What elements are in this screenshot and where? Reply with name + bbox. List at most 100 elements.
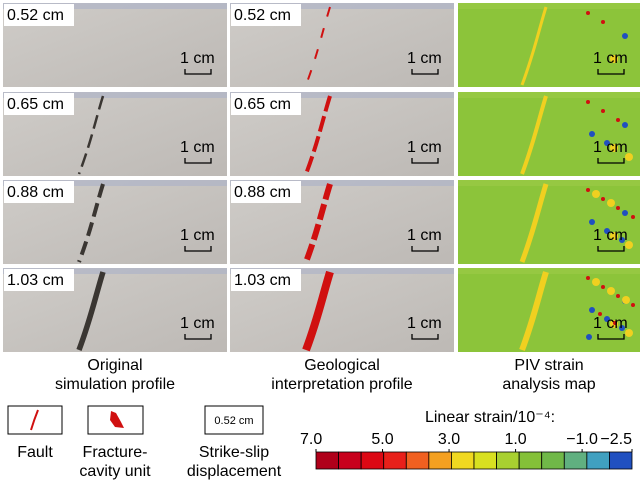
scale-bar-label: 1 cm — [180, 227, 215, 244]
panel: 0.88 cm 1 cm — [3, 180, 227, 264]
strain-spot — [619, 325, 625, 331]
scale-bar-label: 1 cm — [180, 50, 215, 67]
strain-spot — [586, 334, 592, 340]
strain-spot — [610, 232, 618, 240]
panel-image — [458, 180, 640, 264]
strain-spot — [586, 11, 590, 15]
colorbar-segment — [405, 451, 430, 470]
strain-spot — [604, 140, 610, 146]
colorbar-tick-label: −2.5 — [600, 431, 632, 448]
colorbar-segment — [473, 451, 497, 470]
column-caption: simulation profile — [55, 376, 175, 393]
legend-box — [204, 405, 264, 435]
scale-bar — [184, 69, 212, 75]
strain-spot — [631, 215, 635, 219]
fault-trace — [303, 183, 333, 264]
strain-spot — [607, 199, 615, 207]
strain-spot — [589, 131, 595, 137]
strain-band — [520, 95, 548, 175]
panel-image — [458, 3, 640, 87]
panel-top-tint — [230, 268, 454, 274]
panel-image — [458, 268, 640, 352]
scale-bar-label: 1 cm — [593, 139, 628, 156]
panel-top-tint — [458, 92, 640, 98]
panel: 0.88 cm 1 cm — [230, 180, 454, 264]
scale-bar-label: 1 cm — [180, 139, 215, 156]
strain-spot — [622, 210, 628, 216]
strain-spot — [604, 228, 610, 234]
column-caption: PIV strain — [514, 357, 583, 374]
label-bg — [4, 181, 74, 203]
scale-bar — [411, 246, 439, 252]
displacement-label: 0.52 cm — [234, 7, 291, 24]
panel-top-tint — [3, 268, 227, 274]
colorbar-tick-label: −1.0 — [566, 431, 598, 448]
colorbar-segment — [518, 451, 543, 470]
strain-spot — [610, 144, 618, 152]
legend-label: displacement — [187, 463, 282, 480]
strain-spot — [625, 241, 633, 249]
strain-spot — [613, 321, 617, 325]
crack — [77, 183, 105, 263]
colorbar-tick-label: 3.0 — [438, 431, 460, 448]
panel-top-tint — [230, 3, 454, 9]
strain-spot — [586, 188, 590, 192]
colorbar-title: Linear strain/10⁻⁴: — [425, 409, 555, 426]
strain-spot — [601, 20, 605, 24]
legend-label: Strike-slip — [199, 444, 269, 461]
colorbar-segment — [451, 451, 475, 470]
fault-trace — [305, 6, 331, 86]
panel: 1 cm — [458, 3, 640, 87]
legend-label: cavity unit — [79, 463, 151, 480]
panel-image — [458, 92, 640, 176]
strain-spot — [610, 55, 618, 63]
strain-spot — [589, 307, 595, 313]
label-bg — [231, 93, 301, 115]
colorbar-segment — [586, 451, 610, 470]
scale-bar-label: 1 cm — [593, 315, 628, 332]
strain-spot — [607, 287, 615, 295]
strain-spot — [622, 296, 630, 304]
displacement-label: 0.88 cm — [234, 184, 291, 201]
strain-band — [519, 271, 549, 352]
strain-spot — [616, 294, 620, 298]
fault-trace — [302, 270, 334, 352]
colorbar-segment — [383, 451, 407, 470]
colorbar-segment — [609, 451, 633, 470]
panel-top-tint — [230, 180, 454, 186]
strain-spot — [631, 303, 635, 307]
scale-bar-label: 1 cm — [407, 315, 442, 332]
strain-band — [519, 183, 549, 263]
legend-label: Fault — [17, 444, 53, 461]
panel: 0.52 cm 1 cm — [230, 3, 454, 87]
displacement-label: 0.88 cm — [7, 184, 64, 201]
label-bg — [231, 181, 301, 203]
displacement-label: 1.03 cm — [7, 272, 64, 289]
scale-bar — [184, 334, 212, 340]
scale-bar — [597, 334, 625, 340]
strain-spot — [586, 100, 590, 104]
panel-top-tint — [458, 3, 640, 9]
label-bg — [4, 93, 74, 115]
colorbar-tick-label: 7.0 — [300, 431, 322, 448]
fault-icon — [30, 409, 39, 431]
column-caption: Geological — [304, 357, 380, 374]
strain-spot — [604, 316, 610, 322]
panel: 0.52 cm 1 cm — [3, 3, 227, 87]
strain-spot — [619, 237, 625, 243]
strain-spot — [592, 278, 600, 286]
strain-spot — [598, 312, 602, 316]
panel-top-tint — [3, 180, 227, 186]
scale-bar — [597, 158, 625, 164]
panel-top-tint — [3, 3, 227, 9]
panel: 1 cm — [458, 180, 640, 264]
strain-spot — [625, 153, 633, 161]
colorbar-segment — [428, 451, 452, 470]
displacement-label: 0.65 cm — [7, 96, 64, 113]
label-bg — [231, 4, 301, 26]
crack — [76, 271, 106, 351]
label-bg — [4, 269, 74, 291]
strain-spot — [601, 197, 605, 201]
displacement-label: 0.65 cm — [234, 96, 291, 113]
panel-top-tint — [458, 180, 640, 186]
